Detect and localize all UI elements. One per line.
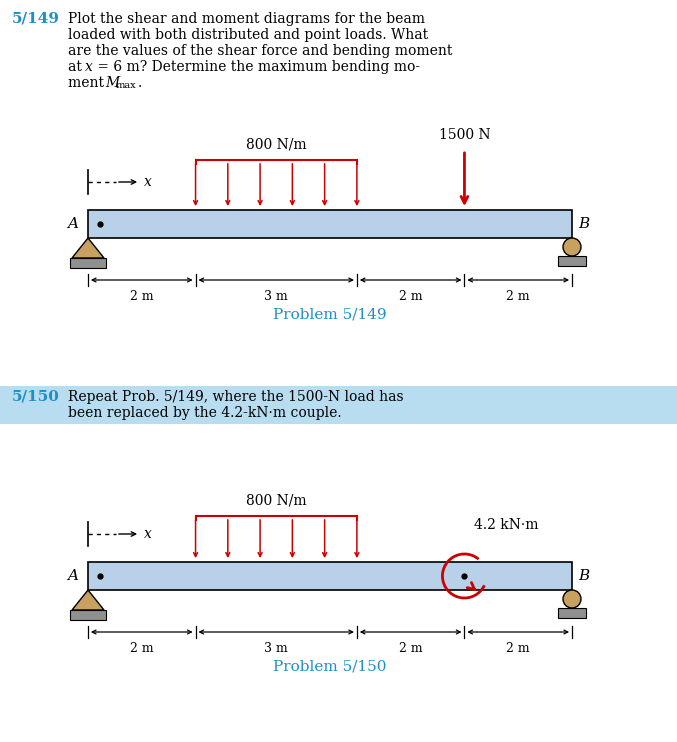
Text: 2 m: 2 m xyxy=(399,642,422,655)
Bar xyxy=(88,562,572,590)
Text: 3 m: 3 m xyxy=(264,290,288,303)
Text: 4.2 kN·m: 4.2 kN·m xyxy=(475,518,539,532)
Text: B: B xyxy=(578,217,589,231)
Text: Problem 5/150: Problem 5/150 xyxy=(274,660,387,674)
Text: been replaced by the 4.2-kN·m couple.: been replaced by the 4.2-kN·m couple. xyxy=(68,406,342,420)
Bar xyxy=(88,210,572,238)
Bar xyxy=(0,386,677,424)
Bar xyxy=(558,608,586,618)
Circle shape xyxy=(563,590,581,608)
Text: 800 N/m: 800 N/m xyxy=(246,138,307,152)
Text: Plot the shear and moment diagrams for the beam: Plot the shear and moment diagrams for t… xyxy=(68,12,425,26)
Text: A: A xyxy=(67,217,78,231)
Text: are the values of the shear force and bending moment: are the values of the shear force and be… xyxy=(68,44,452,58)
Text: .: . xyxy=(138,76,142,90)
Text: 5/150: 5/150 xyxy=(12,390,60,404)
Text: 2 m: 2 m xyxy=(506,642,530,655)
Bar xyxy=(70,610,106,620)
Bar xyxy=(558,256,586,266)
Polygon shape xyxy=(72,238,104,258)
Text: 2 m: 2 m xyxy=(130,290,154,303)
Text: 2 m: 2 m xyxy=(130,642,154,655)
Text: 1500 N: 1500 N xyxy=(439,128,490,142)
Text: 2 m: 2 m xyxy=(506,290,530,303)
Text: x: x xyxy=(144,175,152,189)
Text: A: A xyxy=(67,569,78,583)
Text: = 6 m? Determine the maximum bending mo-: = 6 m? Determine the maximum bending mo- xyxy=(93,60,420,74)
Text: 2 m: 2 m xyxy=(399,290,422,303)
Text: 5/149: 5/149 xyxy=(12,12,60,26)
Bar xyxy=(70,258,106,268)
Text: at: at xyxy=(68,60,86,74)
Text: max: max xyxy=(116,81,137,90)
Text: x: x xyxy=(85,60,93,74)
Text: 800 N/m: 800 N/m xyxy=(246,494,307,508)
Circle shape xyxy=(563,238,581,256)
Text: x: x xyxy=(144,527,152,541)
Text: loaded with both distributed and point loads. What: loaded with both distributed and point l… xyxy=(68,28,428,42)
Polygon shape xyxy=(72,590,104,610)
Text: 3 m: 3 m xyxy=(264,642,288,655)
Text: Problem 5/149: Problem 5/149 xyxy=(274,308,387,322)
Text: B: B xyxy=(578,569,589,583)
Text: M: M xyxy=(105,76,119,90)
Text: Repeat Prob. 5/149, where the 1500-N load has: Repeat Prob. 5/149, where the 1500-N loa… xyxy=(68,390,403,404)
Text: ment: ment xyxy=(68,76,108,90)
